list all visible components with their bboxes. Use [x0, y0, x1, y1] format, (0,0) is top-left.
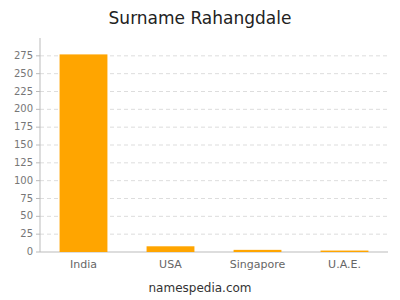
y-tick [36, 252, 40, 253]
y-tick-label: 175 [14, 121, 33, 132]
y-tick [36, 145, 40, 146]
y-tick [36, 216, 40, 217]
y-tick-label: 125 [14, 157, 33, 168]
bar [321, 251, 369, 252]
bar [234, 250, 282, 252]
y-tick-label: 150 [14, 139, 33, 150]
y-ticks: 0 25 50 75 100 125 150 175 200 225 250 275 [14, 50, 40, 257]
chart-svg: 0 25 50 75 100 125 150 175 200 225 250 275 India USA S… [0, 0, 400, 300]
y-tick [36, 91, 40, 92]
title: Surname Rahangdale [109, 8, 292, 28]
chart-container: 0 25 50 75 100 125 150 175 200 225 250 275 India USA S… [0, 0, 400, 300]
y-tick-label: 200 [14, 103, 33, 114]
y-tick-label: 250 [14, 68, 33, 79]
annotation: namespedia.com [148, 281, 251, 295]
x-tick-label: USA [159, 258, 182, 271]
bar [60, 54, 108, 252]
x-tick-label: U.A.E. [328, 258, 361, 271]
y-tick [36, 55, 40, 56]
bar [147, 246, 195, 252]
y-tick-label: 225 [14, 86, 33, 97]
y-tick [36, 234, 40, 235]
y-tick-label: 25 [20, 228, 33, 239]
x-tick-label: India [70, 258, 97, 271]
x-tick-labels: India USA Singapore U.A.E. [70, 258, 361, 271]
y-tick-label: 275 [14, 50, 33, 61]
y-tick-label: 100 [14, 175, 33, 186]
y-tick-label: 50 [20, 210, 33, 221]
y-tick [36, 162, 40, 163]
y-tick [36, 109, 40, 110]
x-tick-label: Singapore [230, 258, 286, 271]
y-tick [36, 73, 40, 74]
y-tick-label: 0 [27, 246, 33, 257]
y-tick [36, 127, 40, 128]
y-tick [36, 180, 40, 181]
y-tick [36, 198, 40, 199]
y-tick-label: 75 [20, 193, 33, 204]
bars [60, 54, 369, 252]
